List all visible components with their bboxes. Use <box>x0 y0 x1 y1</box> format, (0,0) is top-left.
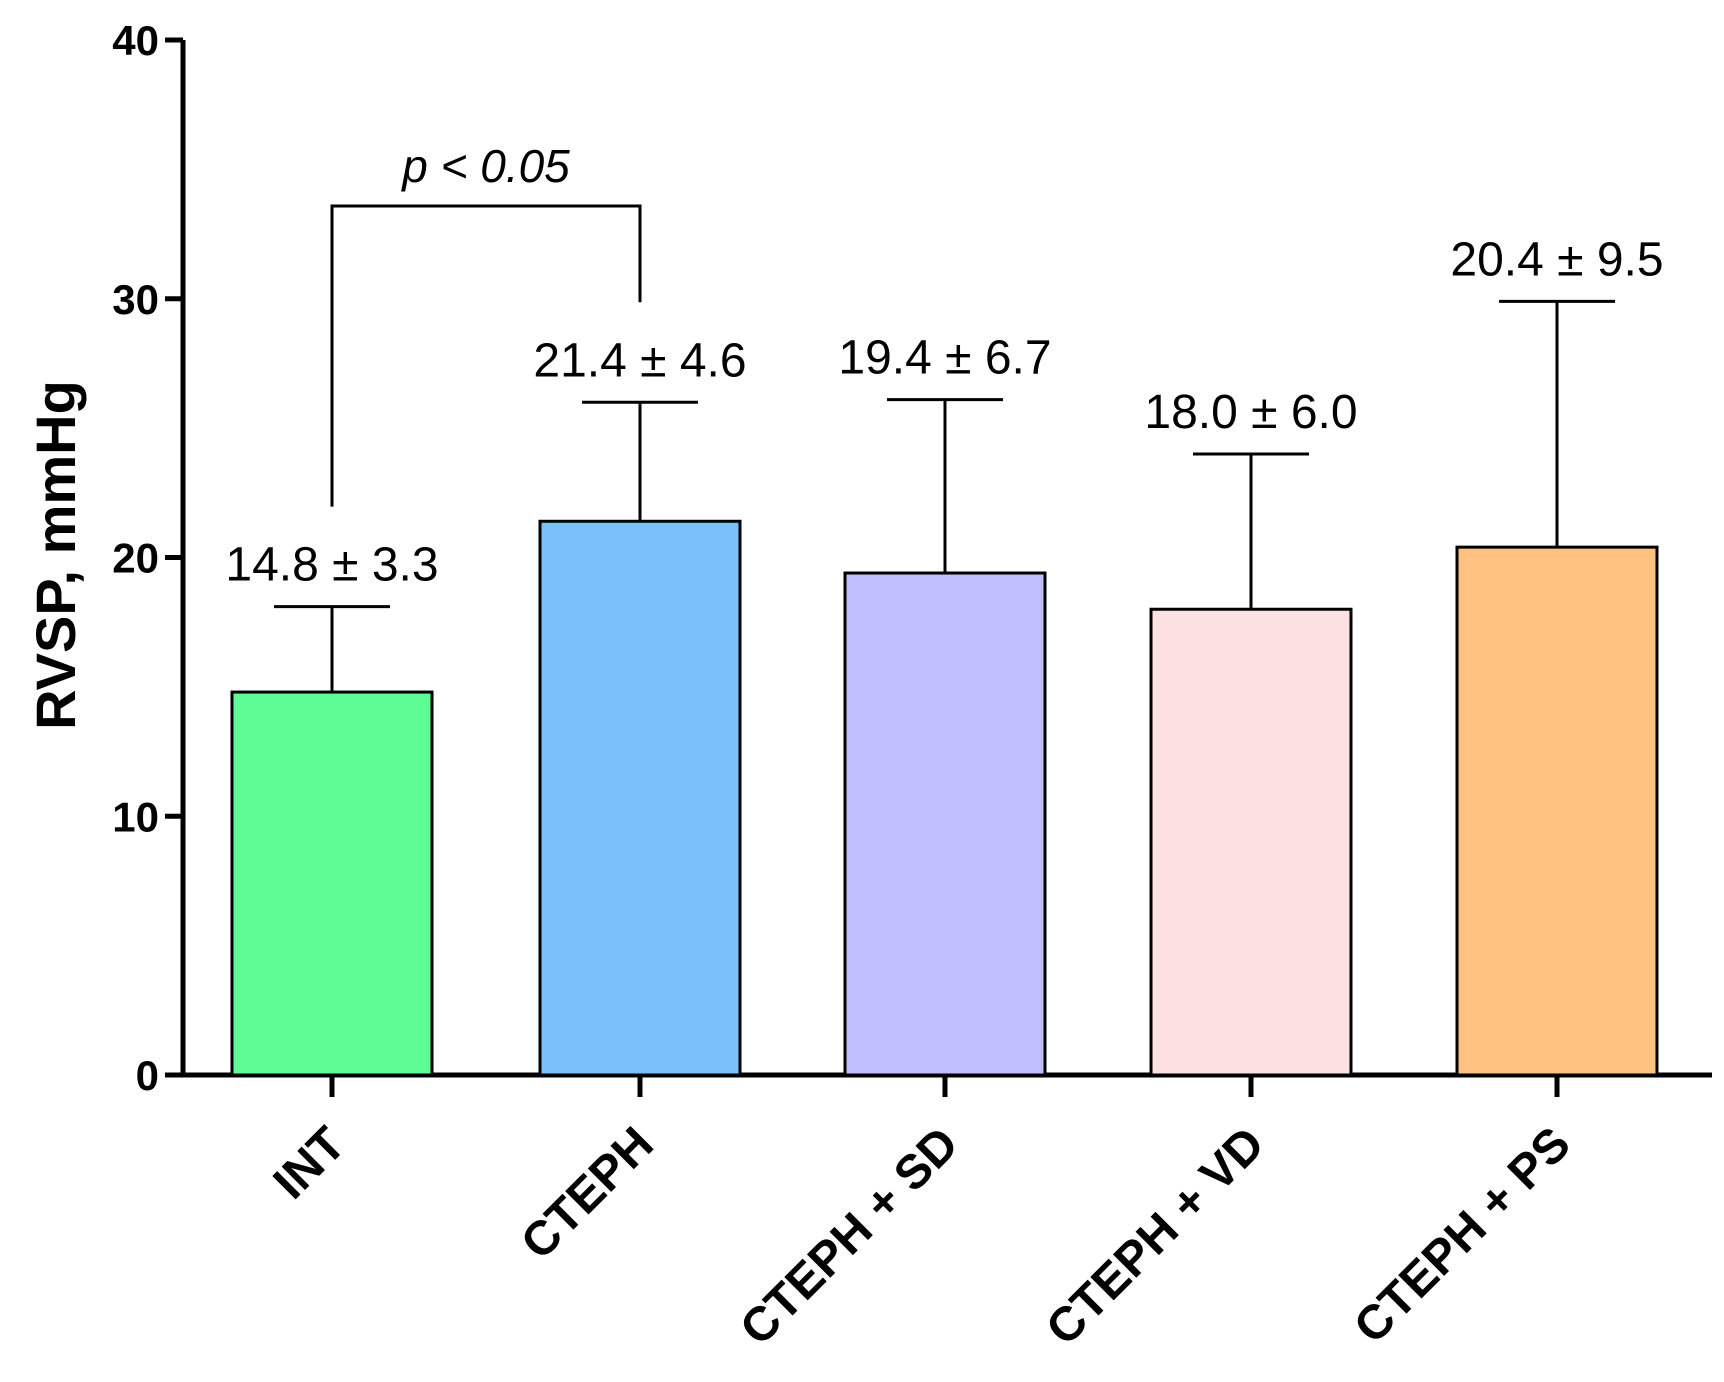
x-tick-label: CTEPH <box>511 1117 664 1270</box>
significance-bracket <box>330 204 642 507</box>
data-labels: 14.8 ± 3.3 21.4 ± 4.6 19.4 ± 6.7 18.0 ± 6.0… <box>225 233 1663 591</box>
data-label: 20.4 ± 9.5 <box>1450 233 1663 286</box>
y-axis-title: RVSP, mmHg <box>24 380 87 730</box>
bars <box>230 299 1659 1077</box>
data-label: 14.8 ± 3.3 <box>225 539 438 592</box>
y-tick-label: 10 <box>112 793 159 840</box>
bar <box>1149 607 1353 1077</box>
y-axis: 0 10 20 30 40 <box>112 17 186 1099</box>
bar <box>843 571 1047 1077</box>
x-tick-label: CTEPH + SD <box>730 1117 968 1355</box>
x-tick-label: CTEPH + VD <box>1036 1117 1274 1355</box>
x-tick-label: INT <box>264 1117 356 1209</box>
significance-label: p < 0.05 <box>400 140 570 192</box>
y-tick-label: 0 <box>136 1052 159 1099</box>
data-label: 21.4 ± 4.6 <box>533 334 746 387</box>
x-axis: INT CTEPH CTEPH + SD CTEPH + VD CTEPH + PS <box>183 1072 1712 1356</box>
significance-annotation: p < 0.05 <box>330 140 642 507</box>
bar <box>230 690 434 1077</box>
data-label: 18.0 ± 6.0 <box>1144 386 1357 439</box>
y-tick-label: 40 <box>112 17 159 64</box>
y-tick-label: 20 <box>112 535 159 582</box>
x-tick-label: CTEPH + PS <box>1344 1117 1580 1353</box>
bar <box>1455 545 1659 1077</box>
bar <box>538 519 742 1077</box>
data-label: 19.4 ± 6.7 <box>838 332 1051 385</box>
y-tick-label: 30 <box>112 276 159 323</box>
